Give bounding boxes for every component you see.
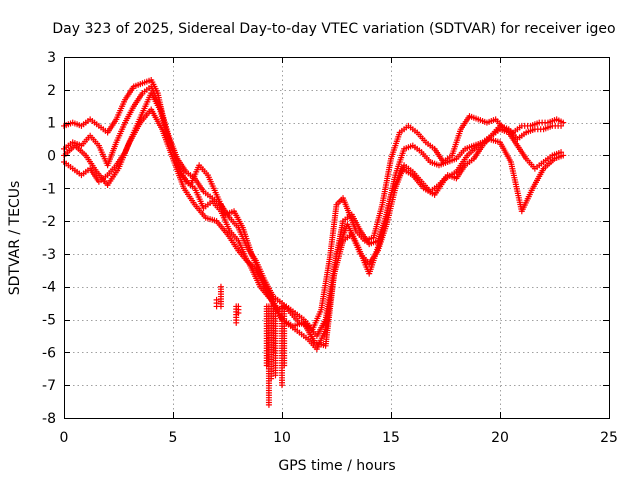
- x-tick-label: 25: [600, 430, 618, 446]
- y-tick-label: 3: [47, 50, 56, 66]
- data-points: [61, 76, 567, 408]
- outlier-point: [272, 372, 279, 379]
- x-tick-label: 0: [60, 430, 69, 446]
- axis-ticks: [64, 57, 610, 419]
- x-axis-label: GPS time / hours: [278, 458, 395, 474]
- y-tick-label: -5: [42, 313, 56, 329]
- outlier-point: [268, 375, 275, 382]
- outlier-point: [233, 319, 240, 326]
- y-tick-label: -2: [42, 214, 56, 230]
- data-point: [560, 152, 567, 159]
- x-tick-label: 5: [169, 430, 178, 446]
- y-tick-label: -3: [42, 247, 56, 263]
- data-point: [560, 119, 567, 126]
- y-tick-label: -4: [42, 280, 56, 296]
- outlier-point: [235, 309, 242, 316]
- y-tick-label: -7: [42, 378, 56, 394]
- outlier-point: [217, 283, 224, 290]
- y-tick-label: 2: [47, 83, 56, 99]
- y-tick-label: -8: [42, 411, 56, 427]
- y-tick-label: -6: [42, 345, 56, 361]
- outlier-point: [279, 382, 285, 389]
- x-tick-label: 10: [273, 430, 291, 446]
- outlier-point: [281, 362, 288, 369]
- y-tick-label: -1: [42, 181, 56, 197]
- plot-frame: [64, 57, 610, 419]
- y-axis-label: SDTVAR / TECUs: [7, 181, 23, 296]
- outlier-point: [265, 401, 272, 408]
- chart-title: Day 323 of 2025, Sidereal Day-to-day VTE…: [52, 21, 615, 37]
- y-tick-label: 0: [47, 148, 56, 164]
- x-tick-label: 15: [382, 430, 400, 446]
- x-tick-labels: 0 5 10 15 20 25: [60, 430, 618, 446]
- data-point: [558, 122, 565, 129]
- y-tick-labels: -8 -7 -6 -5 -4 -3 -2 -1 0 1 2 3: [42, 50, 56, 427]
- x-tick-label: 20: [491, 430, 509, 446]
- y-tick-label: 1: [47, 116, 56, 132]
- outlier-point: [213, 296, 220, 303]
